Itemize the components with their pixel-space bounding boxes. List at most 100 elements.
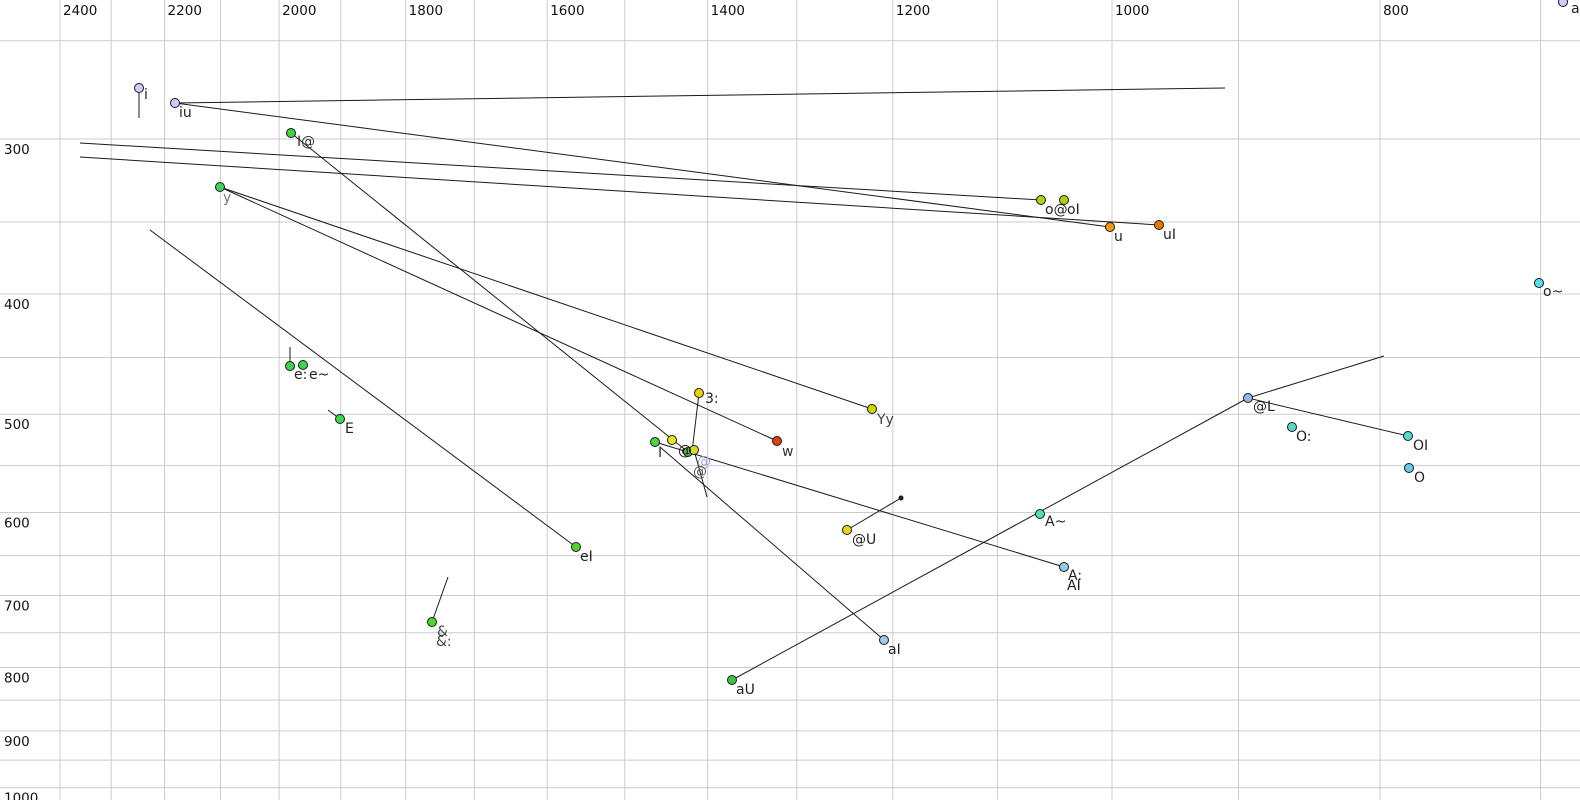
trajectory-3:-tail <box>691 392 700 453</box>
vowel-point-i[interactable] <box>134 83 144 93</box>
axis-tick-labels: 2400 2200 2000 1800 1600 1400 1200 1000 800 300 40… <box>4 3 1409 800</box>
vowel-point-o@[interactable] <box>1036 195 1046 205</box>
vowel-label-o~: o~ <box>1543 284 1563 300</box>
trajectory-@-tail <box>693 449 708 498</box>
trajectory-@L-OI <box>1247 397 1409 437</box>
vowel-label-I@: I@ <box>297 134 315 150</box>
x-axis-tick-2000: 2000 <box>282 3 316 19</box>
vowel-point-@[interactable] <box>667 435 677 445</box>
y-axis-tick-500: 500 <box>4 417 30 433</box>
vowel-label-aI: aI <box>888 642 901 658</box>
y-axis-tick-1000: 1000 <box>4 791 38 800</box>
y-axis-tick-400: 400 <box>4 297 30 313</box>
vowel-label-iu: iu <box>179 105 192 121</box>
vowel-point-E[interactable] <box>335 414 345 424</box>
vowel-label-&:-1: &: <box>436 634 452 650</box>
trajectory-to-uI <box>79 156 1160 226</box>
vowel-label-y: y <box>223 190 231 206</box>
y-axis-tick-900: 900 <box>4 734 30 750</box>
vowel-label-@: @ <box>697 454 711 470</box>
vowel-label-I: I <box>658 445 662 461</box>
vowel-point-uI[interactable] <box>1154 220 1164 230</box>
vowel-label-u: u <box>1114 229 1123 245</box>
x-axis-tick-1000: 1000 <box>1115 3 1149 19</box>
y-axis-tick-800: 800 <box>4 670 30 686</box>
trajectory-@U-tail <box>846 497 902 531</box>
vowel-label-AI-1: AI <box>1067 578 1081 594</box>
vowel-label-uI: uI <box>1163 227 1176 243</box>
vowel-label-o@: o@ <box>1045 202 1068 218</box>
vowel-point-3:[interactable] <box>694 388 704 398</box>
vowel-point-OI[interactable] <box>1403 431 1413 441</box>
vowel-label-3:: 3: <box>705 391 719 407</box>
vowel-point-@U[interactable] <box>842 525 852 535</box>
vowel-label-i: i <box>144 87 148 103</box>
vowel-point-O[interactable] <box>1404 463 1414 473</box>
trajectory-to-o@ <box>79 142 1042 201</box>
vowel-label-OI: OI <box>1413 438 1428 454</box>
y-axis-tick-600: 600 <box>4 515 30 531</box>
x-axis-tick-1400: 1400 <box>711 3 745 19</box>
x-axis-tick-2400: 2400 <box>63 3 97 19</box>
trajectory-aI-I <box>659 446 885 641</box>
trajectory-y-Yy <box>219 186 873 410</box>
vowel-point-a[interactable] <box>1558 0 1568 7</box>
x-axis-tick-1600: 1600 <box>550 3 584 19</box>
trajectory-@L-up <box>1247 355 1385 399</box>
y-axis-tick-300: 300 <box>4 142 30 158</box>
vowel-label-A:: A: <box>1068 568 1082 584</box>
vowel-point-aU[interactable] <box>727 675 737 685</box>
trajectory-iu-u <box>174 102 1111 228</box>
vowel-label-Yy: Yy <box>876 412 894 428</box>
vowel-label-@U: @U <box>852 532 876 548</box>
vowel-point-iu[interactable] <box>170 98 180 108</box>
trajectory-to-eI <box>149 229 577 548</box>
x-axis-tick-1800: 1800 <box>409 3 443 19</box>
vowel-point-dot31[interactable] <box>898 495 904 501</box>
y-axis-tick-700: 700 <box>4 599 30 615</box>
vowel-label-@: @ <box>678 443 692 459</box>
vowel-label-a: a <box>1571 1 1580 17</box>
vowel-label-O: O <box>1414 470 1425 486</box>
x-axis-tick-800: 800 <box>1383 3 1409 19</box>
vowel-label-@-1: @ <box>693 464 707 480</box>
vowel-point-y[interactable] <box>215 182 225 192</box>
vowel-point-w[interactable] <box>772 436 782 446</box>
vowel-point-A:[interactable] <box>1059 562 1069 572</box>
vowel-label-e:: e: <box>294 367 307 383</box>
vowel-point-@L[interactable] <box>1243 393 1253 403</box>
vowel-point-o~[interactable] <box>1534 278 1544 288</box>
vowel-label-eI: eI <box>580 549 593 565</box>
vowel-label-O:: O: <box>1296 429 1312 445</box>
trajectory-lines <box>79 87 1409 681</box>
vowel-point-aI[interactable] <box>879 635 889 645</box>
vowel-point-oI[interactable] <box>1059 195 1069 205</box>
vowel-point-A~[interactable] <box>1035 509 1045 519</box>
trajectory-I-A: <box>654 441 1065 568</box>
vowel-point-e:[interactable] <box>285 361 295 371</box>
vowel-point-I@[interactable] <box>286 128 296 138</box>
vowel-point-e~[interactable] <box>298 360 308 370</box>
vowel-point-Yy[interactable] <box>867 404 877 414</box>
trajectory-I@-@ <box>290 132 689 453</box>
vowel-point-u[interactable] <box>1105 222 1115 232</box>
trajectory-y-w <box>219 186 778 442</box>
x-axis-tick-1200: 1200 <box>896 3 930 19</box>
trajectory-aU-@L <box>731 397 1249 681</box>
vowel-point-&:[interactable] <box>427 617 437 627</box>
vowel-label-&: & <box>437 624 448 640</box>
vowel-label-aU: aU <box>736 682 755 698</box>
vowel-label-E: E <box>345 421 354 437</box>
x-axis-tick-2200: 2200 <box>168 3 202 19</box>
vowel-point-O:[interactable] <box>1287 422 1297 432</box>
vowel-points <box>134 0 1568 685</box>
vowel-point-I[interactable] <box>650 437 660 447</box>
vowel-label-w: w <box>782 444 793 460</box>
vowel-label-oI: oI <box>1067 202 1080 218</box>
vowel-point-eI[interactable] <box>571 542 581 552</box>
vowel-point-@[interactable] <box>689 445 699 455</box>
